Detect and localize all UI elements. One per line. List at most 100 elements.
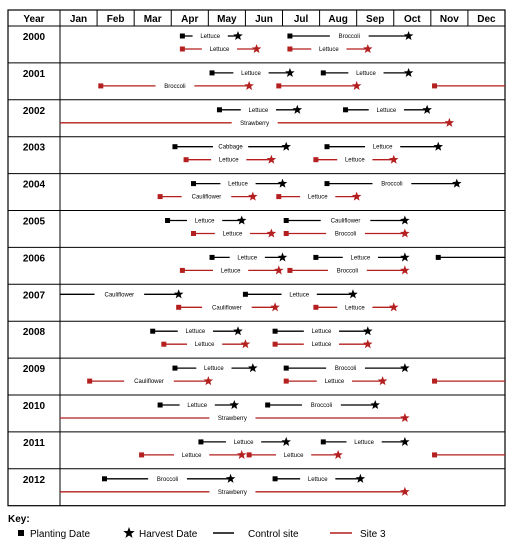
- year-label: 2001: [23, 69, 46, 80]
- site3-bar: Lettuce: [179, 265, 284, 275]
- planting-marker: [432, 378, 438, 384]
- crop-label: Lettuce: [234, 440, 254, 446]
- harvest-marker: [248, 191, 258, 201]
- site3-bar: Lettuce: [313, 154, 399, 164]
- planting-marker: [313, 254, 319, 260]
- crop-label: Lettuce: [195, 342, 215, 348]
- crop-label: Lettuce: [351, 255, 371, 261]
- harvest-marker: [277, 252, 288, 262]
- harvest-marker: [400, 215, 410, 225]
- site3-bar: Lettuce: [272, 339, 373, 349]
- control-bar: Lettuce: [191, 178, 288, 188]
- crop-label: Lettuce: [319, 47, 339, 53]
- month-header-feb: Feb: [107, 14, 125, 25]
- year-column: 2000 2001 2002 2003 2004 2005 2006 2007 2008 2009…: [23, 32, 46, 486]
- year-label: 2004: [23, 180, 46, 191]
- control-bar: Cabbage: [172, 141, 291, 151]
- planting-marker: [150, 328, 156, 334]
- year-label: 2007: [23, 290, 46, 301]
- crop-label: Lettuce: [241, 71, 261, 77]
- site3-bar: Broccoli: [283, 228, 410, 238]
- harvest-marker: [266, 228, 277, 238]
- crop-label: Lettuce: [228, 182, 248, 188]
- control-bar: Lettuce: [150, 326, 243, 336]
- site3-bar: Lettuce: [179, 44, 262, 54]
- crop-label: Cauliflower: [212, 305, 242, 311]
- crop-label: Lettuce: [356, 71, 376, 77]
- harvest-marker: [452, 178, 462, 188]
- site3-bar: Cauliflower: [87, 376, 214, 386]
- month-header-jul: Jul: [294, 14, 309, 25]
- harvest-marker: [403, 31, 414, 41]
- key-control-label: Control site: [248, 529, 299, 540]
- crop-label: Lettuce: [345, 305, 365, 311]
- harvest-marker: [281, 436, 291, 446]
- control-bar: Lettuce: [157, 400, 240, 410]
- crop-label: Lettuce: [221, 268, 241, 274]
- planting-marker: [265, 402, 271, 408]
- site3-bar: Lettuce: [191, 228, 277, 238]
- planting-marker: [246, 452, 252, 458]
- control-bar: [435, 254, 505, 260]
- control-bar: Broccoli: [102, 473, 236, 483]
- planting-marker: [276, 194, 282, 200]
- month-header-oct: Oct: [404, 14, 421, 25]
- site3-bar: [432, 378, 505, 384]
- site3-bar: Lettuce: [161, 339, 251, 349]
- crop-label: Lettuce: [312, 329, 332, 335]
- month-header-jan: Jan: [70, 14, 87, 25]
- harvest-marker: [277, 178, 288, 188]
- planting-marker: [183, 157, 189, 163]
- planting-marker: [172, 144, 178, 150]
- crop-label: Cabbage: [218, 145, 243, 151]
- harvest-marker: [240, 339, 251, 349]
- harvest-marker: [274, 265, 284, 275]
- harvest-marker: [292, 104, 303, 114]
- harvest-marker: [400, 413, 410, 423]
- crop-label: Strawberry: [240, 121, 269, 127]
- year-label: 2010: [23, 401, 46, 412]
- control-bar: Lettuce: [272, 326, 373, 336]
- control-bar: Cauliflower: [60, 289, 184, 299]
- planting-marker: [287, 267, 293, 273]
- control-bar: Broccoli: [265, 400, 380, 410]
- harvest-marker: [270, 302, 280, 312]
- planting-marker: [276, 83, 282, 89]
- harvest-star-icon: [123, 527, 135, 538]
- crop-label: Lettuce: [210, 47, 230, 53]
- planting-marker: [176, 304, 182, 310]
- control-bar: Lettuce: [343, 104, 432, 114]
- planting-marker: [172, 365, 178, 371]
- site3-bar: Lettuce: [287, 44, 373, 54]
- harvest-marker: [377, 376, 388, 386]
- site3-bar: Strawberry: [60, 117, 455, 127]
- crop-label: Lettuce: [308, 195, 328, 201]
- site3-bar: Lettuce: [183, 154, 277, 164]
- year-label: 2008: [23, 327, 46, 338]
- crop-label: Lettuce: [325, 379, 345, 385]
- planting-marker: [179, 46, 185, 52]
- crop-label: Lettuce: [284, 453, 304, 459]
- crop-label: Lettuce: [219, 158, 239, 164]
- bars-layer: Lettuce Broccoli Lettuce Lettuce Lettuce Lett…: [60, 31, 505, 496]
- harvest-marker: [236, 215, 247, 225]
- crop-label: Cauliflower: [192, 195, 222, 201]
- month-header-dec: Dec: [477, 14, 496, 25]
- month-header-aug: Aug: [328, 14, 347, 25]
- control-bar: Broccoli: [287, 31, 414, 41]
- planting-marker: [165, 218, 171, 223]
- harvest-marker: [281, 141, 291, 151]
- planting-marker: [98, 83, 104, 89]
- planting-marker: [139, 452, 145, 458]
- control-bar: Lettuce: [320, 67, 414, 77]
- control-bar: Lettuce: [320, 436, 410, 446]
- planting-marker: [216, 107, 222, 113]
- harvest-marker: [400, 228, 410, 238]
- harvest-marker: [266, 154, 277, 164]
- harvest-marker: [388, 302, 399, 312]
- planting-marker: [313, 304, 319, 310]
- crop-label: Broccoli: [381, 182, 402, 188]
- harvest-marker: [285, 67, 295, 77]
- year-header: Year: [23, 14, 44, 25]
- crop-label: Lettuce: [223, 232, 243, 238]
